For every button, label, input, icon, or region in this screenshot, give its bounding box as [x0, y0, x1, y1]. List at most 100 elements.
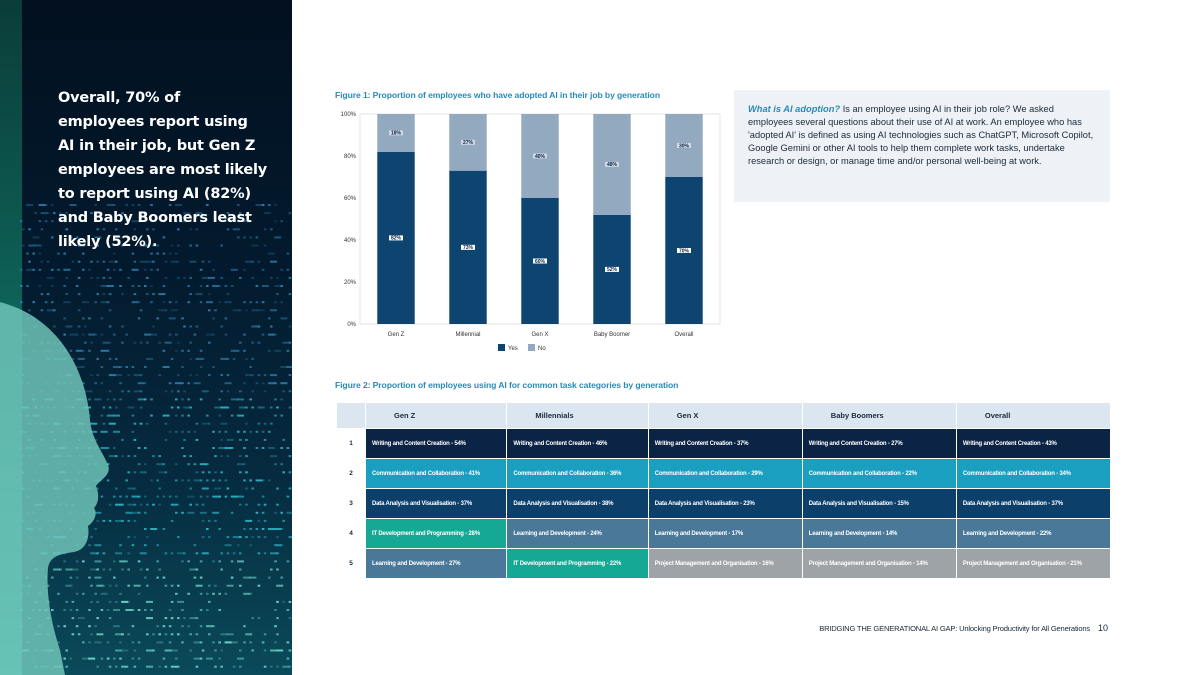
pattern-dot — [146, 422, 149, 425]
pattern-dot — [22, 244, 25, 247]
pattern-dot — [199, 641, 203, 644]
pattern-dot — [251, 341, 254, 344]
pattern-dot — [113, 657, 116, 660]
pattern-dot — [230, 414, 234, 417]
pattern-dot — [106, 641, 110, 644]
pattern-dot — [183, 406, 191, 409]
pattern-dot — [100, 414, 104, 417]
pattern-dot — [286, 657, 290, 660]
pattern-dot — [158, 455, 161, 458]
pattern-dot — [158, 568, 161, 571]
pattern-dot — [152, 633, 155, 636]
pattern-dot — [220, 552, 223, 555]
pattern-dot — [146, 568, 149, 571]
pattern-dot — [189, 244, 192, 247]
data-label: 27% — [463, 140, 474, 146]
pattern-dot — [168, 317, 176, 320]
pattern-dot — [150, 285, 153, 287]
pattern-dot — [249, 544, 252, 547]
pattern-dot — [115, 455, 118, 458]
pattern-dot — [175, 479, 178, 482]
pattern-dot — [84, 390, 91, 393]
pattern-dot — [170, 600, 174, 603]
pattern-dot — [96, 617, 99, 620]
pattern-dot — [152, 244, 160, 247]
pattern-dot — [193, 220, 197, 223]
pattern-dot — [255, 301, 259, 304]
pattern-dot — [195, 633, 199, 636]
pattern-dot — [181, 560, 184, 563]
pattern-dot — [158, 374, 161, 377]
pattern-dot — [90, 276, 93, 279]
pattern-dot — [177, 228, 180, 231]
pattern-dot — [38, 204, 46, 206]
pattern-dot — [69, 204, 77, 206]
pattern-dot — [158, 503, 161, 506]
pattern-dot — [276, 552, 279, 555]
pattern-dot — [206, 301, 213, 304]
task-cell: Communication and Collaboration - 29% — [648, 459, 802, 488]
pattern-dot — [94, 220, 97, 223]
pattern-dot — [245, 519, 253, 522]
pattern-dot — [146, 600, 153, 603]
data-label-background — [605, 161, 619, 167]
pattern-dot — [28, 309, 31, 312]
pattern-dot — [239, 390, 242, 393]
pattern-dot — [168, 495, 172, 498]
pattern-dot — [286, 268, 290, 271]
pattern-dot — [193, 576, 197, 579]
pattern-dot — [255, 528, 259, 530]
pattern-dot — [75, 333, 79, 336]
pattern-dot — [100, 333, 104, 336]
pattern-dot — [220, 471, 223, 474]
pattern-dot — [121, 568, 124, 571]
pattern-dot — [280, 366, 288, 368]
pattern-dot — [170, 633, 174, 636]
pattern-dot — [261, 511, 265, 514]
pattern-dot — [137, 511, 141, 514]
pattern-dot — [133, 228, 137, 231]
pattern-dot — [214, 309, 217, 312]
task-cell: Writing and Content Creation - 37% — [648, 429, 802, 458]
data-label: 48% — [607, 162, 618, 168]
pattern-dot — [224, 301, 232, 304]
column-header: Baby Boomers — [802, 403, 956, 428]
pattern-dot — [94, 398, 102, 401]
pattern-dot — [181, 317, 184, 320]
pattern-dot — [280, 511, 283, 514]
pattern-dot — [187, 398, 190, 401]
pattern-dot — [26, 252, 29, 255]
pattern-dot — [263, 390, 267, 393]
pattern-dot — [187, 349, 190, 352]
pattern-dot — [263, 228, 267, 231]
pattern-dot — [212, 625, 215, 628]
pattern-dot — [46, 309, 54, 312]
pattern-dot — [102, 341, 110, 344]
pattern-dot — [75, 349, 83, 352]
pattern-dot — [212, 495, 220, 498]
pattern-dot — [144, 447, 147, 449]
pattern-dot — [243, 576, 251, 579]
pattern-dot — [245, 406, 248, 409]
pattern-dot — [125, 511, 133, 514]
pattern-dot — [245, 438, 248, 441]
pattern-dot — [144, 398, 147, 401]
pattern-dot — [170, 503, 178, 506]
pattern-dot — [226, 390, 230, 393]
pattern-dot — [162, 625, 166, 628]
pattern-dot — [206, 333, 213, 336]
data-label-background — [677, 248, 691, 253]
pattern-dot — [230, 285, 234, 287]
pattern-dot — [131, 204, 135, 206]
pattern-dot — [113, 236, 116, 239]
pattern-dot — [146, 536, 149, 539]
pattern-dot — [131, 609, 135, 611]
pattern-dot — [127, 519, 130, 522]
data-label: 52% — [607, 267, 618, 273]
pattern-dot — [175, 252, 178, 255]
pattern-dot — [270, 455, 277, 458]
pattern-dot — [96, 487, 99, 490]
pattern-dot — [218, 414, 221, 417]
pattern-dot — [113, 398, 116, 401]
pattern-dot — [102, 276, 106, 279]
